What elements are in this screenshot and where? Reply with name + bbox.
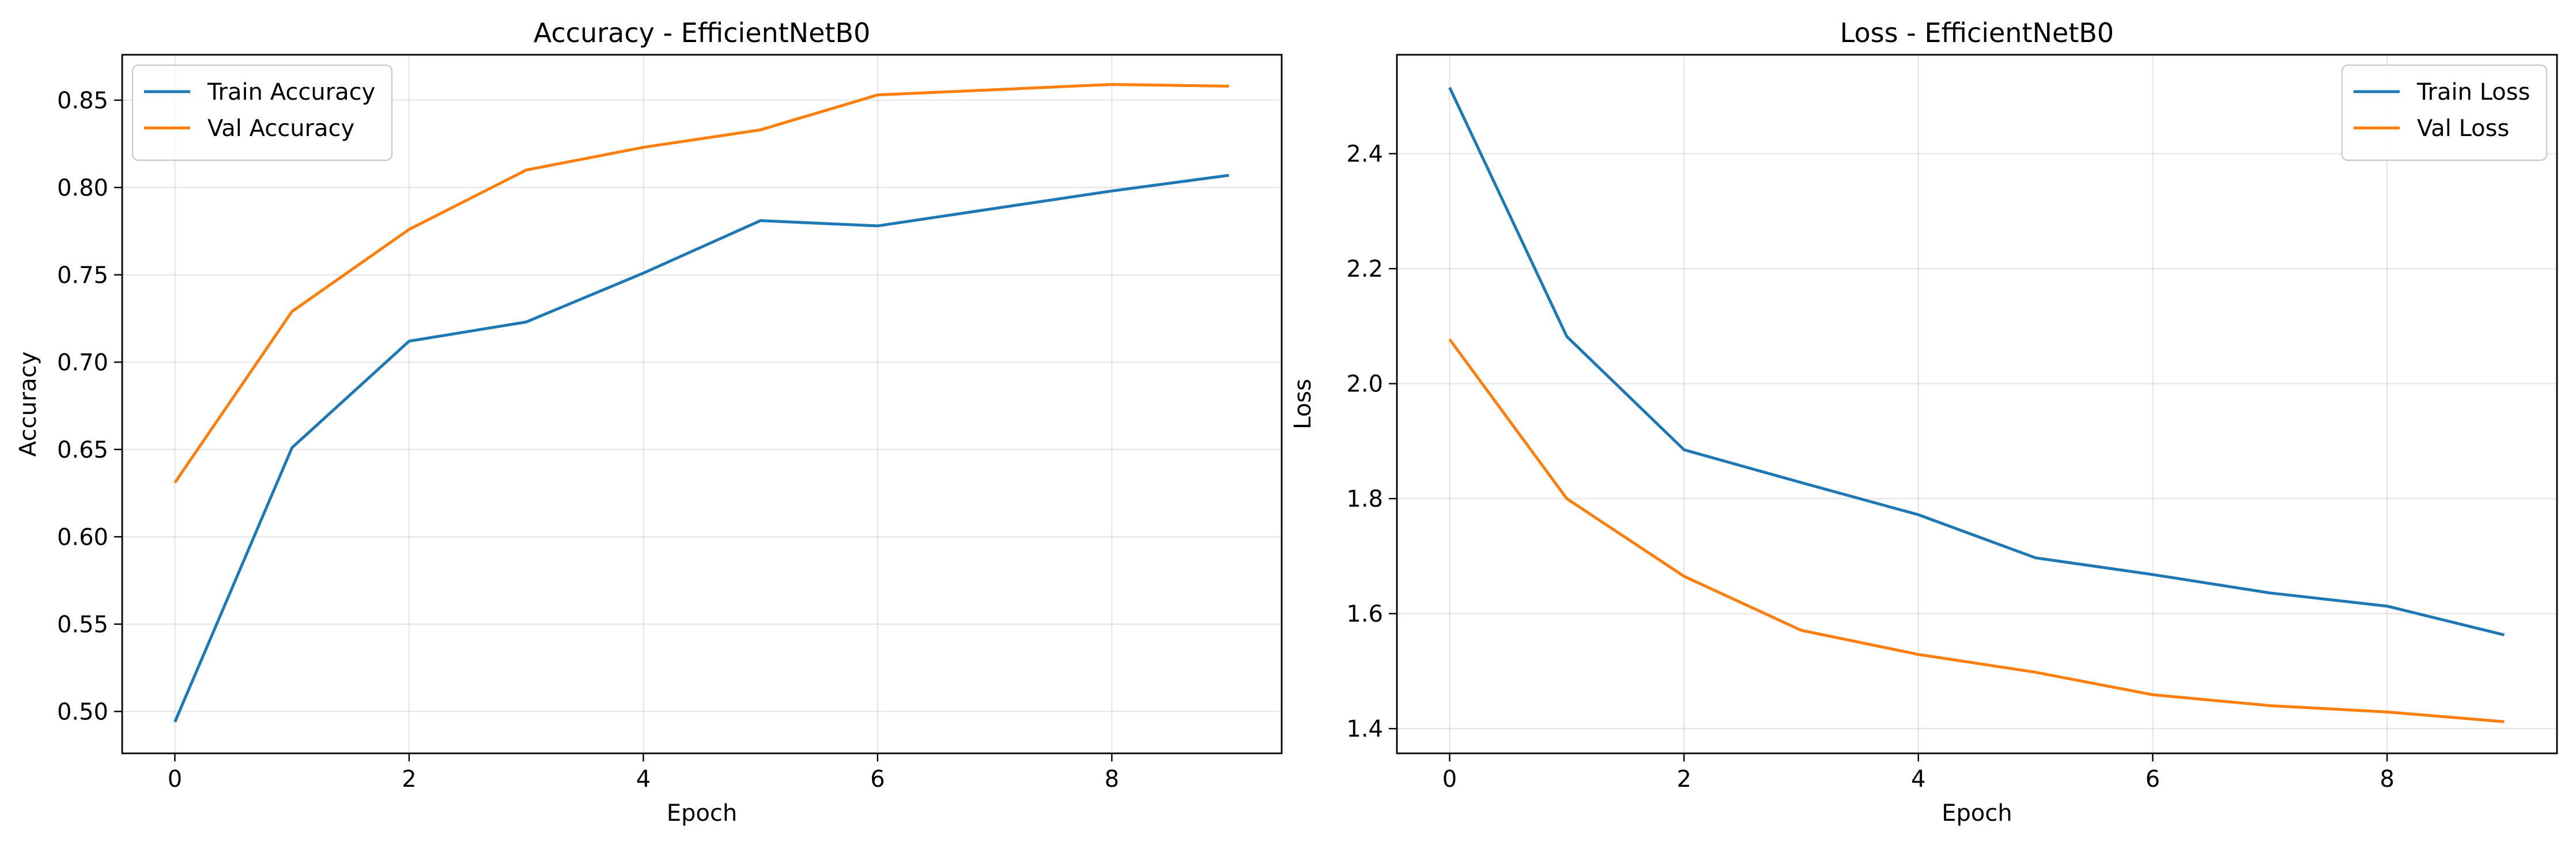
x-tick-label: 2	[402, 766, 416, 793]
y-tick-label: 0.70	[57, 349, 108, 376]
y-tick-label: 0.85	[57, 88, 108, 114]
legend: Train Accuracy Val Accuracy	[131, 64, 393, 161]
grid	[122, 55, 1282, 753]
loss-chart: Loss - EfficientNetB0 Epoch Loss 0 2 4 6 8 1.…	[1290, 17, 2558, 827]
x-axis-label: Epoch	[667, 800, 737, 827]
x-tick-label: 0	[168, 766, 182, 793]
x-tick-label: 8	[1105, 766, 1119, 793]
series-line-1	[1448, 86, 2505, 636]
grid	[1397, 55, 2557, 753]
x-tick-label: 4	[636, 766, 651, 793]
y-tick-label: 2.0	[1346, 371, 1383, 398]
x-tick-label: 6	[870, 766, 885, 793]
legend-label: Train Accuracy	[207, 79, 375, 105]
series-line-2	[1448, 338, 2505, 723]
y-axis-label: Accuracy	[15, 352, 41, 457]
y-tick-label: 0.60	[57, 524, 108, 550]
legend: Train Loss Val Loss	[2341, 64, 2548, 161]
y-tick-label: 0.75	[57, 262, 108, 289]
x-axis-label: Epoch	[1942, 800, 2012, 827]
accuracy-chart: Accuracy - EfficientNetB0 Epoch Accuracy…	[15, 17, 1283, 827]
y-tick-label: 0.80	[57, 175, 108, 201]
y-tick-label: 0.50	[57, 699, 108, 725]
x-tick-label: 0	[1442, 766, 1457, 793]
x-tick-label: 6	[2146, 766, 2160, 793]
legend-label: Val Loss	[2417, 115, 2509, 142]
y-tick-label: 1.8	[1346, 486, 1383, 512]
y-tick-label: 2.4	[1346, 141, 1383, 168]
series-line-2	[173, 83, 1229, 484]
chart-title: Accuracy - EfficientNetB0	[534, 17, 871, 48]
x-tick-label: 8	[2379, 766, 2394, 793]
x-tick-label: 4	[1911, 766, 1925, 793]
y-tick-label: 0.55	[57, 612, 108, 638]
series-line-1	[173, 173, 1229, 723]
y-tick-label: 2.2	[1346, 256, 1383, 282]
legend-box	[2341, 64, 2548, 161]
legend-label: Val Accuracy	[207, 115, 354, 142]
x-tick-label: 2	[1676, 766, 1691, 793]
axes-frame	[121, 54, 1283, 755]
legend-box	[131, 64, 393, 161]
y-tick-label: 1.4	[1346, 716, 1383, 742]
y-axis-label: Loss	[1290, 379, 1316, 429]
chart-title: Loss - EfficientNetB0	[1840, 17, 2114, 48]
y-tick-label: 1.6	[1346, 601, 1383, 628]
axes-frame	[1396, 54, 2558, 755]
legend-label: Train Loss	[2416, 79, 2530, 105]
y-tick-label: 0.65	[57, 437, 108, 463]
